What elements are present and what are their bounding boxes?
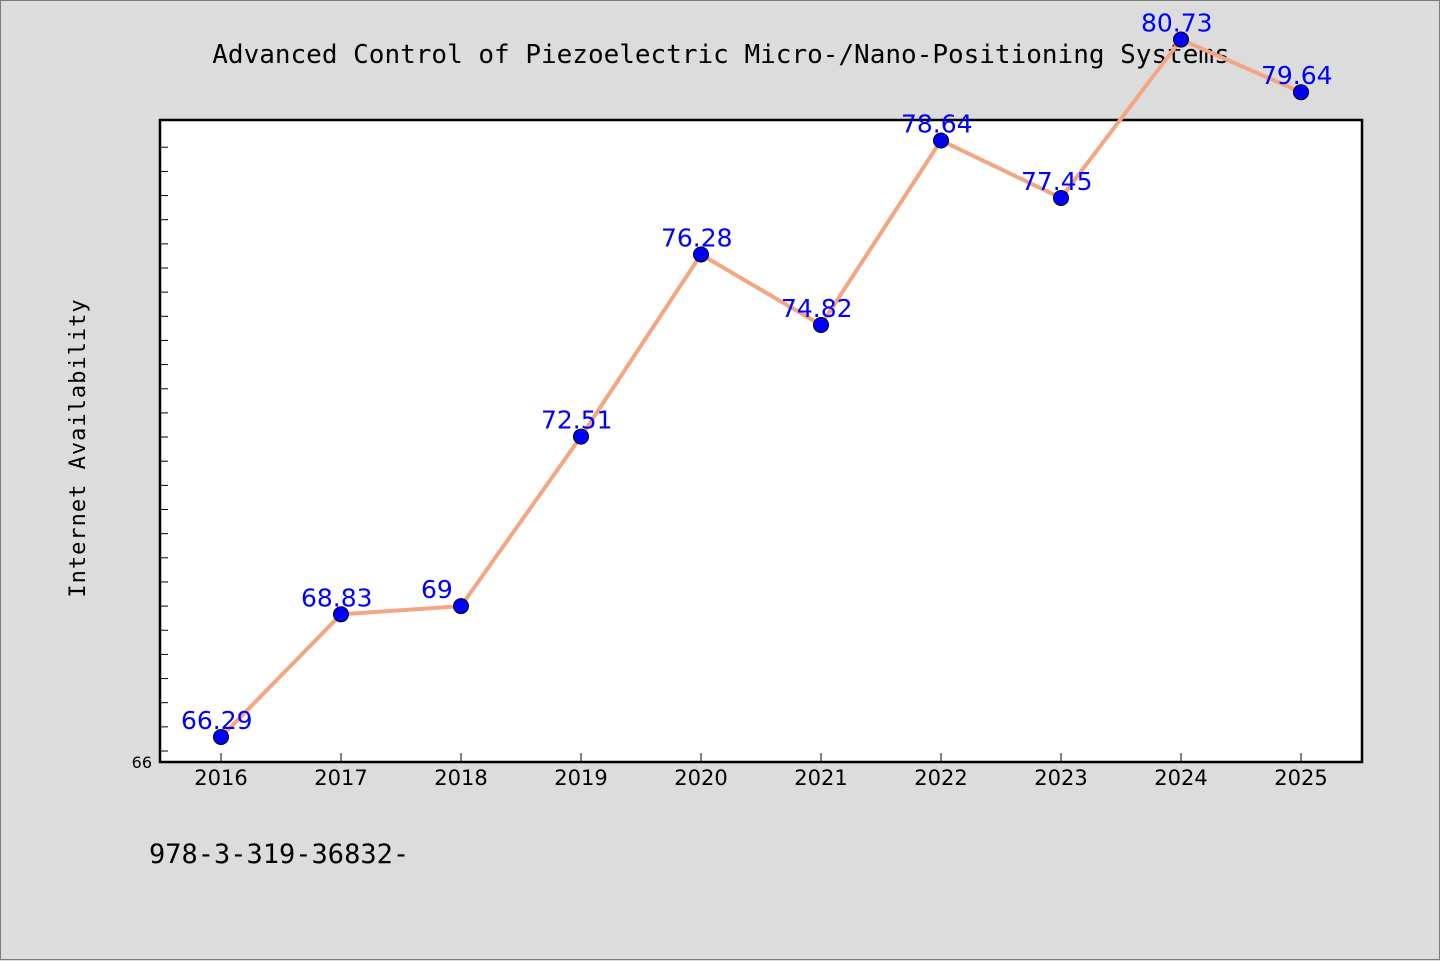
data-point-marker xyxy=(573,428,589,445)
x-axis-ticks: 2016 2017 2018 2019 2020 2021 2022 2023 2024 2025 xyxy=(194,753,1328,790)
x-tick-label: 2017 xyxy=(314,766,367,790)
x-tick-label: 2021 xyxy=(794,766,847,790)
data-value-label: 78.64 xyxy=(901,109,973,138)
data-value-label: 72.51 xyxy=(541,406,613,435)
data-value-label: 66.29 xyxy=(181,706,253,735)
x-tick-label: 2022 xyxy=(914,766,967,790)
data-point-marker xyxy=(453,598,469,615)
y-tick-label: 66 xyxy=(132,753,152,772)
series-layer: 66.29 68.83 69 72.51 76.28 74.82 78.64 77.45 80.… xyxy=(181,9,1333,745)
data-point-marker xyxy=(813,316,829,333)
data-value-label: 68.83 xyxy=(301,583,373,612)
data-value-label: 80.73 xyxy=(1141,9,1213,38)
data-value-label: 69 xyxy=(421,575,453,604)
x-tick-label: 2016 xyxy=(194,766,247,790)
data-value-label: 76.28 xyxy=(661,223,733,252)
data-point-marker xyxy=(1173,31,1189,48)
data-value-label: 74.82 xyxy=(781,294,853,323)
series-line xyxy=(219,37,1302,739)
x-tick-label: 2020 xyxy=(674,766,727,790)
plot-area xyxy=(158,118,1364,764)
x-tick-label: 2025 xyxy=(1274,766,1327,790)
data-point-marker xyxy=(693,246,709,263)
data-point-marker xyxy=(213,728,229,745)
x-tick-label: 2018 xyxy=(434,766,487,790)
data-point-marker xyxy=(1053,189,1069,206)
y-axis-label: Internet Availability xyxy=(66,298,91,597)
footer-code: 978-3-319-36832- xyxy=(149,839,409,870)
data-point-marker xyxy=(933,132,949,149)
data-point-marker xyxy=(333,606,349,623)
data-value-label: 77.45 xyxy=(1021,167,1093,196)
chart-title: Advanced Control of Piezoelectric Micro-… xyxy=(212,40,1229,70)
y-axis-ticks: 66 xyxy=(132,146,168,772)
data-value-label: 79.64 xyxy=(1261,61,1333,90)
data-point-marker xyxy=(1293,84,1309,101)
x-tick-label: 2024 xyxy=(1154,766,1207,790)
x-tick-label: 2023 xyxy=(1034,766,1087,790)
x-tick-label: 2019 xyxy=(554,766,607,790)
